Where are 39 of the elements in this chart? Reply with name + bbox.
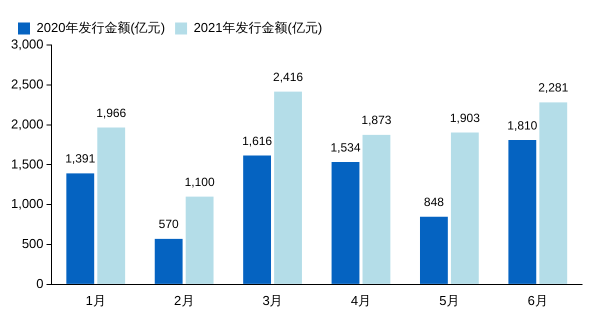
bar [362,134,390,284]
y-tick-label: 2,500 [10,76,44,92]
y-tick-label: 1,000 [10,196,44,212]
data-label: 1,616 [242,134,272,148]
data-label: 2,416 [273,70,304,84]
x-tick-label: 6月 [528,292,548,308]
data-label: 1,966 [96,106,127,120]
data-label: 1,100 [184,174,215,189]
data-label: 1,873 [361,113,392,128]
bar [539,102,568,284]
legend-label: 2020年发行金额(亿元) [36,20,166,36]
data-label: 1,534 [330,140,361,154]
y-tick-label: 1,500 [10,156,44,172]
bar [154,238,183,284]
data-label: 1,903 [450,110,480,125]
x-tick-label: 4月 [350,292,372,308]
bar [274,92,302,284]
y-tick-label: 2,000 [10,116,44,132]
data-label: 570 [158,217,180,232]
y-tick-label: 3,000 [10,36,44,52]
bar [97,128,126,284]
bar [420,216,448,284]
x-tick-label: 2月 [174,292,194,308]
y-tick-label: 500 [22,236,44,252]
data-label: 1,391 [65,152,96,166]
bar [66,173,94,284]
legend-label: 2021年发行金额(亿元) [194,20,322,36]
bar [186,196,214,284]
data-label: 1,810 [507,118,538,132]
bar [508,140,536,284]
data-label: 2,281 [538,80,569,95]
x-tick-label: 5月 [439,292,460,308]
bar [243,155,272,284]
bar [450,132,479,284]
x-tick-label: 1月 [86,292,106,308]
y-tick-label: 0 [36,276,44,291]
x-tick-label: 3月 [262,292,283,308]
bar [332,162,360,284]
data-label: 848 [424,195,444,210]
